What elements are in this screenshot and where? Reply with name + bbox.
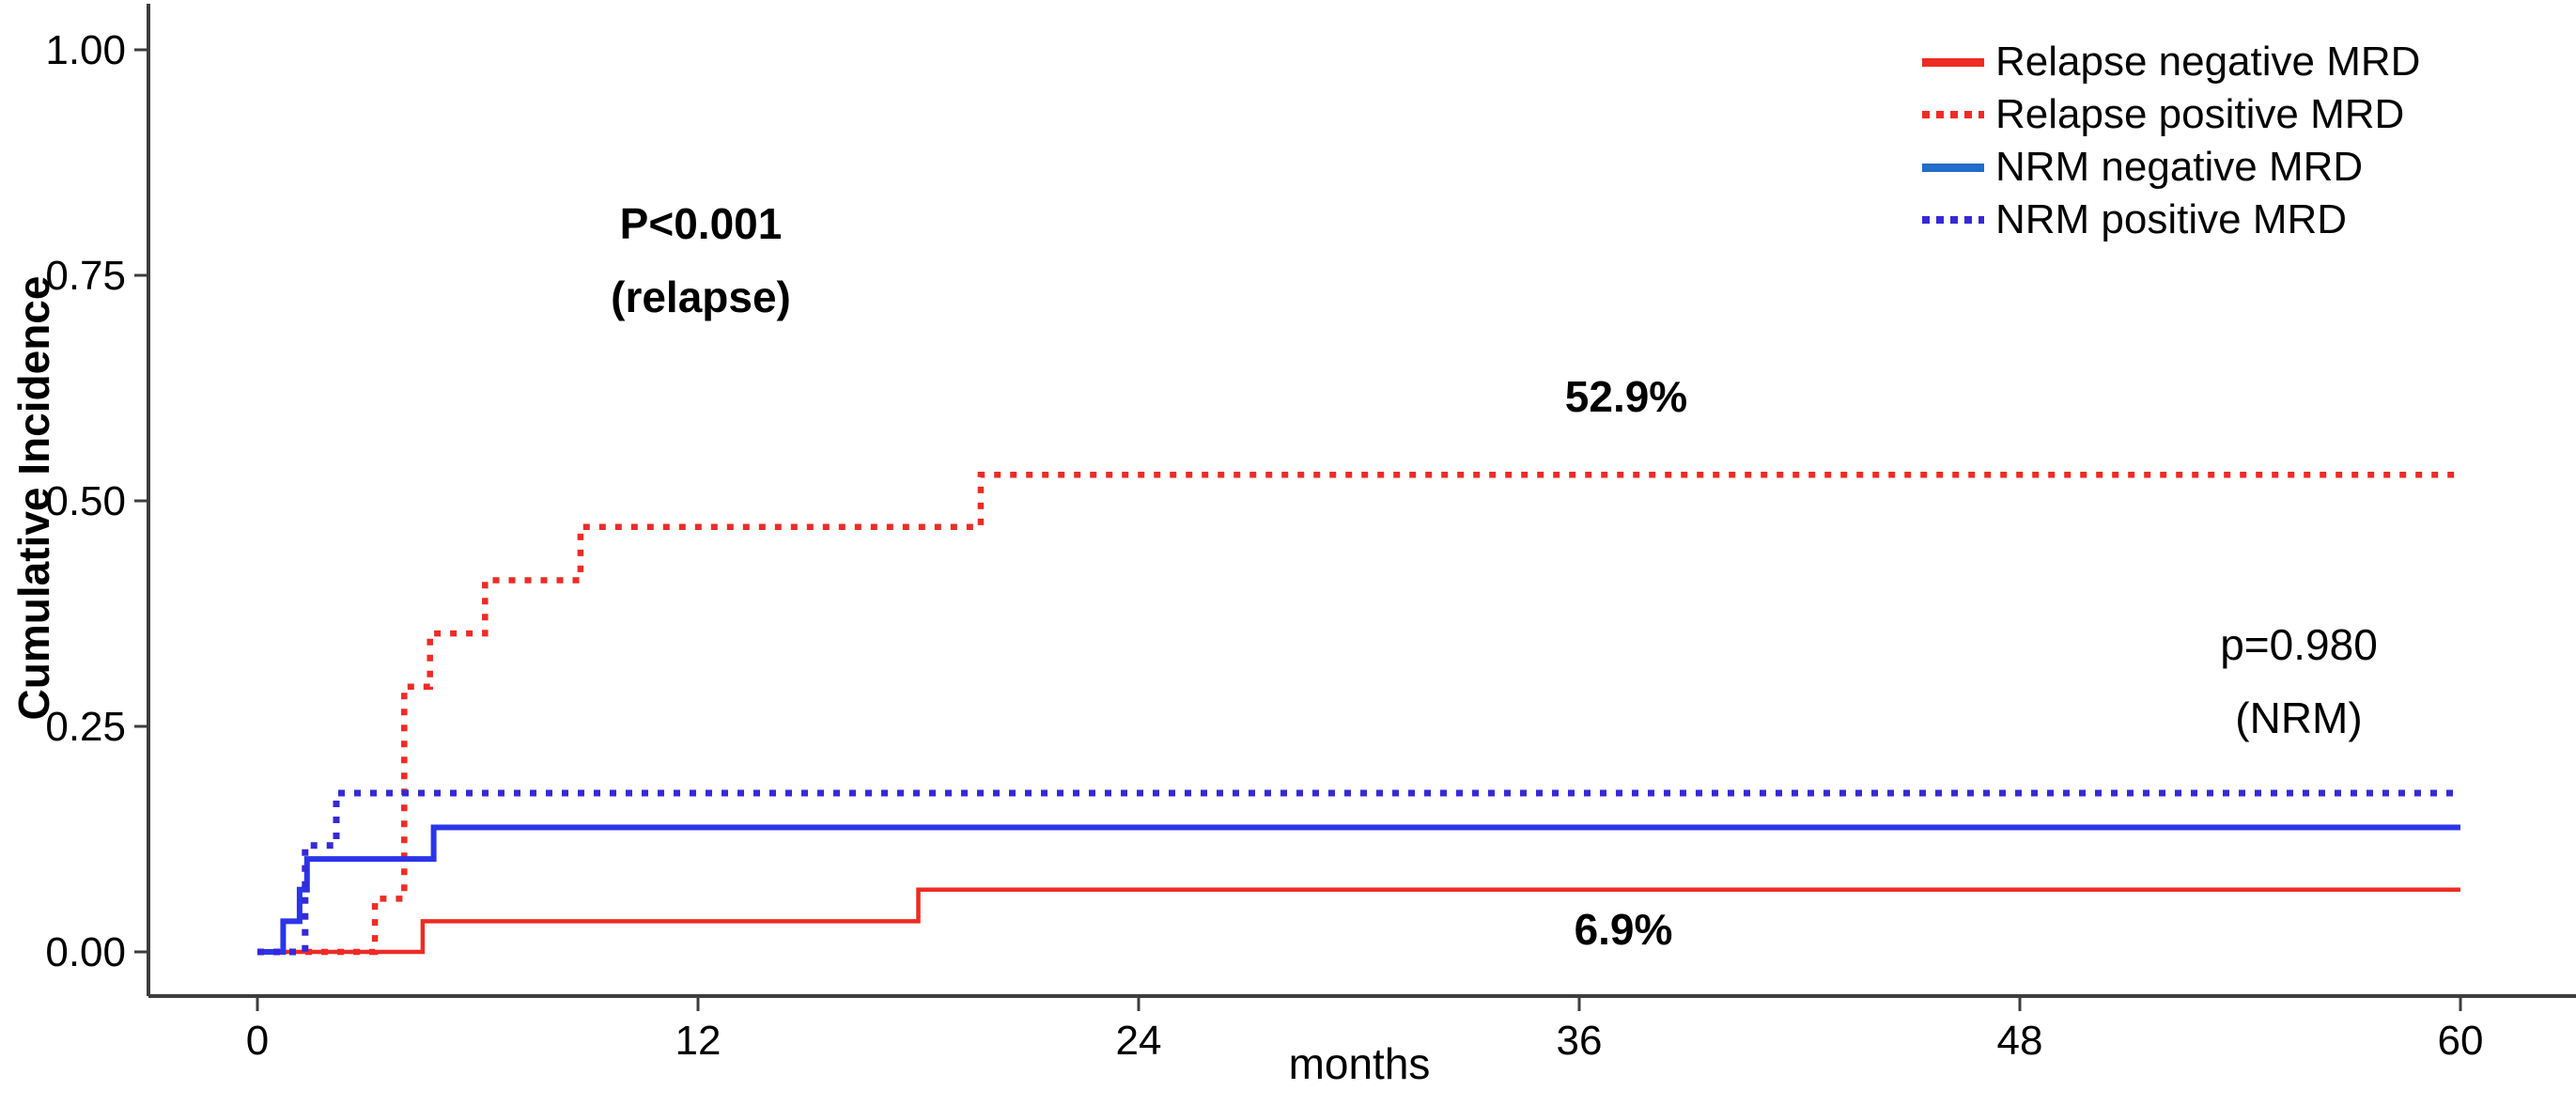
axis-ticks [134,48,2462,1011]
legend-item-relapse-positive: Relapse positive MRD [1922,88,2420,141]
annotation-low-percentage: 6.9% [1574,905,1673,954]
curve-relapse-negative-mrd [257,887,2460,955]
curve-relapse-positive-mrd [257,471,2460,956]
annotation-high-percentage: 52.9% [1564,372,1688,421]
svg-text:12: 12 [675,1018,722,1064]
annotation-line: (NRM) [2235,693,2363,742]
svg-text:1.00: 1.00 [45,27,126,73]
legend-label: NRM positive MRD [1995,196,2348,242]
annotation-relapse-pvalue: P<0.001 (relapse) [611,199,791,321]
legend-label: NRM negative MRD [1995,144,2364,190]
svg-text:60: 60 [2438,1018,2484,1064]
svg-text:0.00: 0.00 [45,929,126,975]
svg-text:0: 0 [246,1018,269,1064]
y-axis-title: Cumulative Incidence [9,275,58,721]
svg-text:36: 36 [1557,1018,1603,1064]
legend-line-dotted-blue-icon [1922,216,1984,224]
legend-label: Relapse negative MRD [1995,39,2421,85]
svg-text:24: 24 [1116,1018,1162,1064]
x-axis-title: months [1288,1039,1431,1088]
annotation-line: P<0.001 [619,199,783,248]
curve-nrm-negative-mrd [257,824,2460,955]
legend-item-nrm-positive: NRM positive MRD [1922,194,2420,246]
legend-item-nrm-negative: NRM negative MRD [1922,141,2420,194]
curve-nrm-positive-mrd [257,789,2460,956]
svg-text:0.25: 0.25 [45,704,126,750]
legend-item-relapse-negative: Relapse negative MRD [1922,36,2420,88]
annotation-line: p=0.980 [2220,620,2378,669]
annotation-nrm-pvalue: p=0.980 (NRM) [2220,620,2378,742]
step-curves [257,471,2460,956]
legend: Relapse negative MRD Relapse positive MR… [1922,36,2420,246]
tick-labels: 0.00 0.25 0.50 0.75 1.00 0 12 24 36 48 60 [45,27,2483,1064]
svg-text:48: 48 [1997,1018,2043,1064]
legend-label: Relapse positive MRD [1995,91,2405,137]
svg-text:0.50: 0.50 [45,478,126,524]
legend-line-solid-blue-icon [1922,163,1984,172]
svg-text:0.75: 0.75 [45,253,126,299]
legend-line-solid-red-icon [1922,57,1984,67]
annotation-line: (relapse) [611,273,791,321]
legend-line-dotted-red-icon [1922,111,1984,118]
